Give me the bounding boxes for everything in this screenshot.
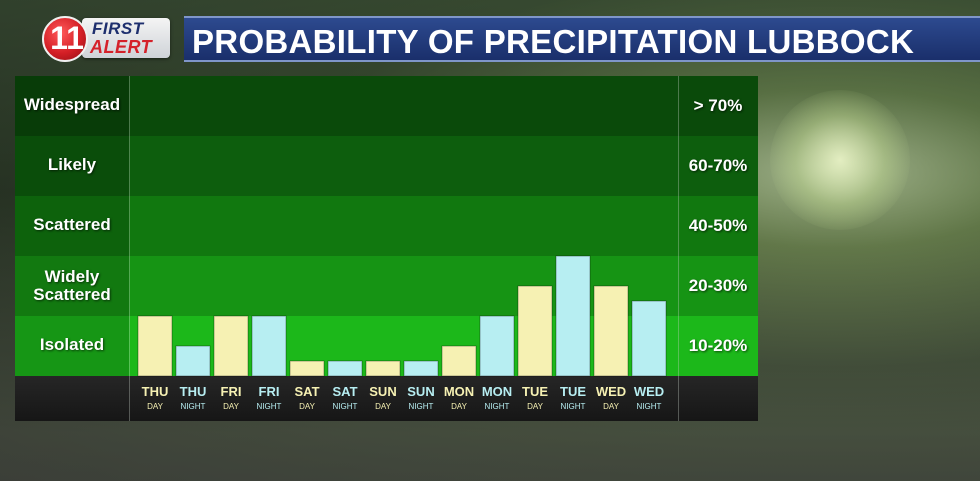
- logo-circle: 11: [42, 16, 88, 62]
- bar-wed-day: [593, 285, 629, 377]
- band-label-shade: [15, 256, 129, 316]
- bar-fri-night: [251, 315, 287, 377]
- tick-label-period: DAY: [147, 402, 164, 411]
- bar-sat-day: [289, 360, 325, 377]
- level-range-widely-scattered: 20-30%: [688, 276, 748, 295]
- tick-label-day: MON: [444, 384, 474, 399]
- tick-label-period: NIGHT: [485, 402, 510, 411]
- plot-area: THU DAY THU NIGHT FRI DAY FRI NIGHT SAT DAY SAT NIG…: [137, 255, 667, 411]
- background-light: [770, 90, 910, 230]
- band-label-shade: [15, 316, 129, 376]
- tick-label-period: NIGHT: [637, 402, 662, 411]
- tick-label-day: WED: [634, 384, 664, 399]
- page-title: PROBABILITY OF PRECIPITATION LUBBOCK: [192, 23, 915, 60]
- level-label-widespread: Widespread: [23, 95, 121, 114]
- band-label-shade: [15, 196, 129, 256]
- band-label-shade: [15, 136, 129, 196]
- tick-label-period: NIGHT: [561, 402, 586, 411]
- bar-tue-night: [555, 255, 591, 377]
- tick-label-period: DAY: [299, 402, 316, 411]
- bar-sat-night: [327, 360, 363, 377]
- bar-sun-night: [403, 360, 439, 377]
- bar-thu-day: [137, 315, 173, 377]
- tick-label-day: TUE: [522, 384, 548, 399]
- tick-label-period: NIGHT: [333, 402, 358, 411]
- tick-label-day: FRI: [221, 384, 242, 399]
- tick-label-day: SUN: [369, 384, 396, 399]
- tick-label-period: NIGHT: [409, 402, 434, 411]
- left-divider: [129, 76, 130, 421]
- bar-fri-day: [213, 315, 249, 377]
- right-divider: [678, 76, 679, 421]
- title-banner: PROBABILITY OF PRECIPITATION LUBBOCK: [184, 16, 980, 62]
- level-range-widespread: > 70%: [693, 96, 743, 115]
- x-axis-row: [15, 376, 758, 421]
- level-range-isolated: 10-20%: [688, 336, 748, 355]
- band-widespread: Widespread > 70%: [15, 76, 758, 136]
- tick-label-day: THU: [180, 384, 207, 399]
- tick-label-period: DAY: [527, 402, 544, 411]
- logo-number: 11: [50, 20, 84, 56]
- logo-alert-text: ALERT: [90, 37, 153, 57]
- tick-label-day: SAT: [332, 384, 357, 399]
- tick-label-period: NIGHT: [257, 402, 282, 411]
- tick-label-period: DAY: [603, 402, 620, 411]
- tick-label-period: DAY: [451, 402, 468, 411]
- tick-label-day: MON: [482, 384, 512, 399]
- bar-thu-night: [175, 345, 211, 377]
- level-label-widely-scattered: Widely Scattered: [33, 267, 111, 304]
- logo-first-text: FIRST: [92, 19, 144, 38]
- tick-label-period: DAY: [375, 402, 392, 411]
- precipitation-chart: Widespread > 70% Likely 60-70% Scattered…: [15, 76, 758, 421]
- station-logo: FIRST ALERT 11: [42, 16, 170, 62]
- bar-mon-day: [441, 345, 477, 377]
- level-label-isolated: Isolated: [39, 335, 105, 354]
- bar-wed-night: [631, 300, 667, 377]
- level-label-scattered: Scattered: [33, 215, 111, 234]
- bar-tue-day: [517, 285, 553, 377]
- level-range-likely: 60-70%: [688, 156, 748, 175]
- tick-label-period: NIGHT: [181, 402, 206, 411]
- tick-label-day: TUE: [560, 384, 586, 399]
- tick-label-day: WED: [596, 384, 626, 399]
- bar-sun-day: [365, 360, 401, 377]
- tick-label-day: THU: [142, 384, 169, 399]
- tick-label-day: SAT: [294, 384, 319, 399]
- band-label-shade: [15, 76, 129, 136]
- level-range-scattered: 40-50%: [688, 216, 748, 235]
- band-scattered: Scattered 40-50%: [15, 196, 758, 256]
- logo-badge: [82, 18, 170, 58]
- tick-label-day: SUN: [407, 384, 434, 399]
- tick-label-period: DAY: [223, 402, 240, 411]
- tick-label-day: FRI: [259, 384, 280, 399]
- bar-mon-night: [479, 315, 515, 377]
- band-likely: Likely 60-70%: [15, 136, 758, 196]
- level-label-likely: Likely: [47, 155, 97, 174]
